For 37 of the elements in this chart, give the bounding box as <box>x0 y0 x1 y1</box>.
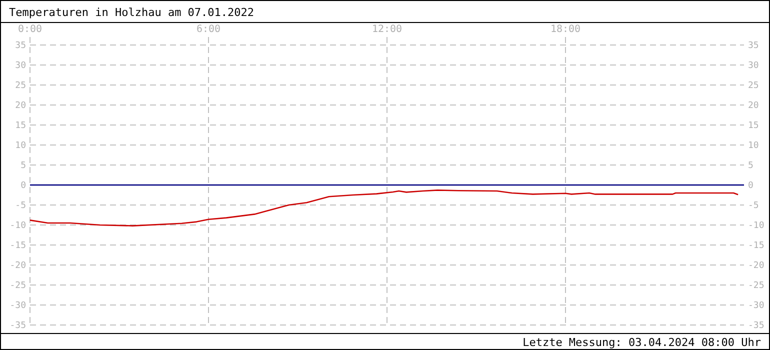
y-tick-label: -35 <box>10 321 26 331</box>
x-tick-label: 6:00 <box>196 24 221 35</box>
y-tick-label: 15 <box>15 121 26 131</box>
y-tick-label: -10 <box>10 221 26 231</box>
y-tick-label: 20 <box>15 101 26 111</box>
y-tick-label: 35 <box>15 41 26 51</box>
y2-tick-label: 15 <box>748 121 759 131</box>
y2-tick-label: 0 <box>748 181 754 191</box>
y2-tick-label: 20 <box>748 101 759 111</box>
text: Letzte Messung: 03.04.2024 08:00 Uhr <box>522 336 762 349</box>
y2-tick-label: -30 <box>748 301 764 311</box>
y-tick-label: -20 <box>10 261 26 271</box>
chart-title: Temperaturen in Holzhau am 07.01.2022 <box>9 6 254 19</box>
y2-tick-label: 5 <box>748 161 754 171</box>
y-tick-label: -30 <box>10 301 26 311</box>
y2-tick-label: 10 <box>748 141 759 151</box>
y2-tick-label: -10 <box>748 221 764 231</box>
y2-tick-label: 35 <box>748 41 759 51</box>
line-series <box>29 190 739 226</box>
y-tick-label: -25 <box>10 281 26 291</box>
y-tick-label: 25 <box>15 81 26 91</box>
y2-tick-label: -25 <box>748 281 764 291</box>
y2-tick-label: 30 <box>748 61 759 71</box>
y2-tick-label: -35 <box>748 321 764 331</box>
y-tick-label: 30 <box>15 61 26 71</box>
y-tick-label: 10 <box>15 141 26 151</box>
y-tick-label: 0 <box>20 181 26 191</box>
x-tick-label: 12:00 <box>372 24 402 35</box>
y2-tick-label: -20 <box>748 261 764 271</box>
x-tick-label: 18:00 <box>550 24 581 35</box>
y-tick-label: -15 <box>10 241 26 251</box>
y-tick-label: 5 <box>20 161 26 171</box>
x-tick-label: 0:00 <box>18 24 42 35</box>
y2-tick-label: -15 <box>748 241 764 251</box>
y2-tick-label: -5 <box>748 201 759 211</box>
y2-tick-label: 25 <box>748 81 759 91</box>
y-tick-label: -5 <box>15 201 26 211</box>
